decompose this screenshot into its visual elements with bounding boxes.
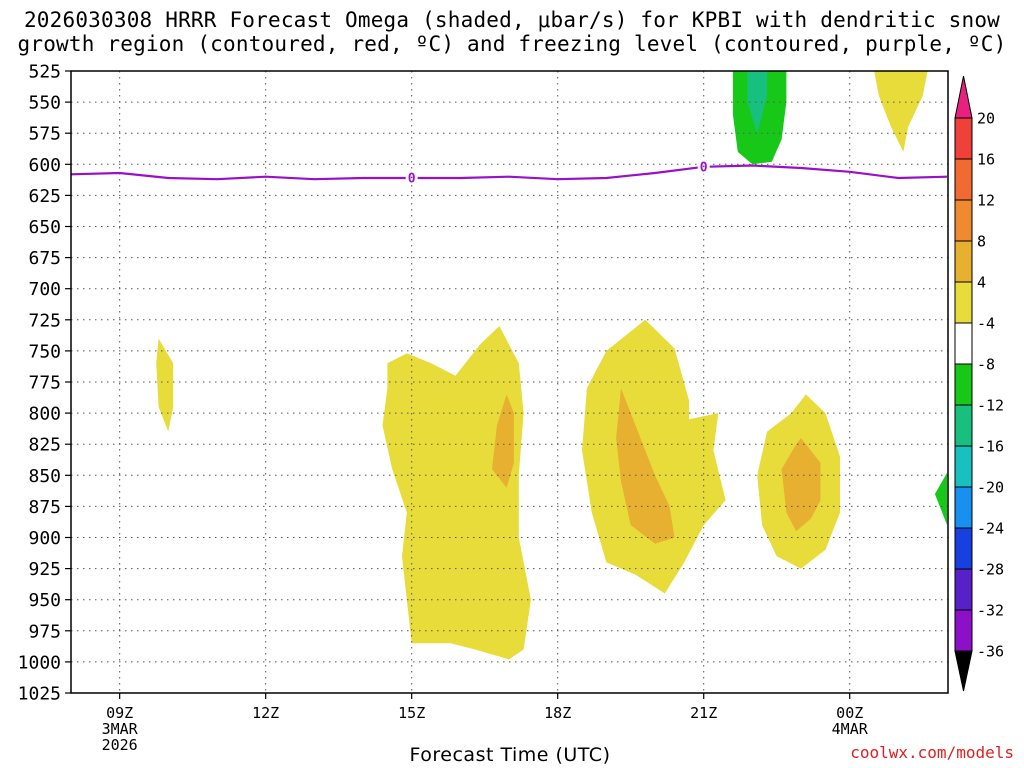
colorbar-label-8: -12 xyxy=(977,397,1004,415)
colorbar-top-arrow xyxy=(954,75,973,119)
x-tick-label-18Z-1: 18Z xyxy=(544,704,571,722)
y-tick-label-825: 825 xyxy=(28,435,61,456)
colorbar-label-2: 16 xyxy=(977,151,995,169)
x-tick-label-09Z-2: 3MAR xyxy=(102,720,139,738)
y-tick-label-675: 675 xyxy=(28,248,61,269)
colorbar-segment-6 xyxy=(954,322,973,365)
colorbar-label-5: 4 xyxy=(977,274,986,292)
colorbar-label-7: -8 xyxy=(977,356,995,374)
y-tick-label-950: 950 xyxy=(28,590,61,611)
chart-title-line-2: growth region (contoured, red, ºC) and f… xyxy=(17,32,1007,56)
colorbar-segment-7 xyxy=(954,363,973,406)
x-tick-label-15Z-1: 15Z xyxy=(398,704,425,722)
omega-region-11 xyxy=(934,472,948,526)
colorbar-label-4: 8 xyxy=(977,233,986,251)
y-tick-label-575: 575 xyxy=(28,124,61,145)
colorbar-segment-11 xyxy=(954,527,973,570)
colorbar-label-3: 12 xyxy=(977,192,995,210)
y-tick-label-850: 850 xyxy=(28,466,61,487)
colorbar-segment-1 xyxy=(954,117,973,160)
omega-region-1 xyxy=(156,338,174,432)
x-tick-label-09Z-3: 2026 xyxy=(102,736,138,754)
omega-region-2 xyxy=(382,326,531,660)
colorbar-label-1: 20 xyxy=(977,110,995,128)
omega-region-8 xyxy=(874,71,928,152)
colorbar-segment-13 xyxy=(954,609,973,652)
colorbar-segment-2 xyxy=(954,158,973,201)
y-tick-label-650: 650 xyxy=(28,217,61,238)
colorbar-label-13: -32 xyxy=(977,602,1004,620)
colorbar-label-14: -36 xyxy=(977,643,1004,661)
colorbar-label-9: -16 xyxy=(977,438,1004,456)
y-tick-label-800: 800 xyxy=(28,404,61,425)
y-tick-label-750: 750 xyxy=(28,341,61,362)
y-tick-label-1025: 1025 xyxy=(18,684,61,705)
y-tick-label-625: 625 xyxy=(28,186,61,207)
colorbar-label-11: -24 xyxy=(977,520,1004,538)
freezing-level-label-bg-2 xyxy=(697,159,710,174)
y-tick-label-525: 525 xyxy=(28,62,61,83)
x-tick-label-09Z-1: 09Z xyxy=(106,704,133,722)
colorbar-segment-9 xyxy=(954,445,973,488)
x-tick-label-00Z-2: 4MAR xyxy=(832,720,869,738)
y-tick-label-550: 550 xyxy=(28,93,61,114)
x-tick-label-21Z-1: 21Z xyxy=(690,704,717,722)
omega-region-5 xyxy=(616,388,675,544)
freezing-level-label-1: 0 xyxy=(408,171,416,186)
x-tick-label-00Z-1: 00Z xyxy=(836,704,863,722)
x-axis-label: Forecast Time (UTC) xyxy=(409,744,611,766)
colorbar-label-10: -20 xyxy=(977,479,1004,497)
colorbar-segment-12 xyxy=(954,568,973,611)
omega-region-3 xyxy=(492,394,514,488)
y-tick-label-925: 925 xyxy=(28,559,61,580)
y-tick-label-775: 775 xyxy=(28,373,61,394)
y-tick-label-700: 700 xyxy=(28,279,61,300)
freezing-level-label-2: 0 xyxy=(700,160,708,175)
y-tick-label-1000: 1000 xyxy=(18,652,61,673)
colorbar-bottom-arrow xyxy=(954,650,973,692)
chart-title-line-1: 2026030308 HRRR Forecast Omega (shaded, … xyxy=(23,8,1001,32)
y-tick-label-975: 975 xyxy=(28,621,61,642)
y-tick-label-900: 900 xyxy=(28,528,61,549)
freezing-level-line xyxy=(71,164,948,181)
colorbar-label-6: -4 xyxy=(977,315,995,333)
omega-region-10 xyxy=(747,71,767,134)
y-tick-label-600: 600 xyxy=(28,155,61,176)
colorbar-segment-4 xyxy=(954,240,973,283)
credit-text: coolwx.com/models xyxy=(850,743,1014,762)
colorbar-segment-8 xyxy=(954,404,973,447)
colorbar-segment-10 xyxy=(954,486,973,529)
colorbar-segment-5 xyxy=(954,281,973,324)
omega-region-4 xyxy=(582,319,726,594)
omega-region-7 xyxy=(781,438,821,532)
freezing-level-label-bg-1 xyxy=(405,170,418,185)
y-tick-label-875: 875 xyxy=(28,497,61,518)
x-tick-label-12Z-1: 12Z xyxy=(252,704,279,722)
colorbar-segment-3 xyxy=(954,199,973,242)
y-tick-label-725: 725 xyxy=(28,310,61,331)
colorbar-label-12: -28 xyxy=(977,561,1004,579)
